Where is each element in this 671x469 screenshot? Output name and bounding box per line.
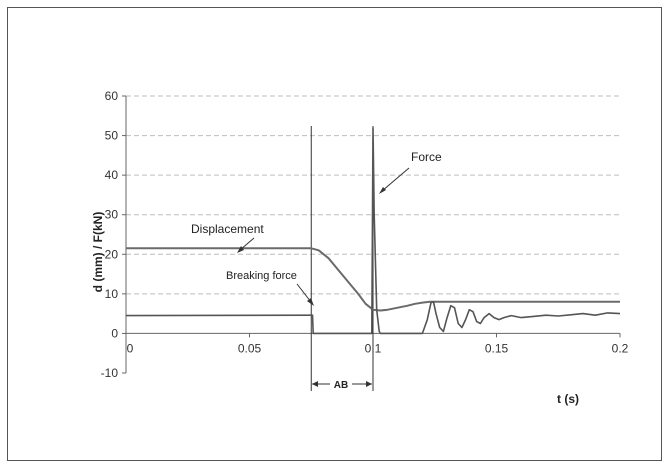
ab-right-arrowhead: [366, 381, 372, 387]
x-tick-label: 0.15: [485, 341, 509, 355]
y-tick-label: -10: [101, 366, 119, 380]
displacement-arrowhead: [237, 246, 244, 253]
force-annotation-label: Force: [411, 150, 442, 164]
ab-label-bg: [330, 378, 352, 390]
ab-span-label: AB: [334, 380, 348, 391]
y-tick-label: 20: [105, 247, 119, 261]
breaking-force-annotation-label: Breaking force: [226, 270, 297, 282]
y-tick-label: 60: [105, 89, 119, 103]
displacement-annotation-label: Displacement: [191, 222, 264, 236]
y-tick-labels: -10 0 10 20 30 40 50 60: [101, 89, 126, 380]
x-tick-label: 0: [127, 341, 134, 355]
force-annotation-arrow: [381, 167, 410, 192]
force-arrowhead: [379, 187, 386, 194]
y-axis-title: d (mm) / F(kN): [91, 212, 105, 293]
breaking-force-annotation-arrow: [296, 283, 312, 303]
y-tick-label: 10: [105, 287, 119, 301]
breaking-force-arrowhead: [307, 298, 314, 306]
series-layer: [125, 126, 621, 335]
series-line-force: [125, 126, 621, 335]
annotations: Force Displacement Breaking force AB: [191, 150, 442, 391]
x-axis-title: t (s): [557, 392, 579, 406]
x-tick-labels: 0 0.05 0.1 0.15 0.2: [125, 333, 629, 355]
x-tick-label: 0.2: [612, 341, 629, 355]
ab-left-arrowhead: [312, 381, 318, 387]
y-tick-label: 0: [111, 326, 118, 340]
y-tick-label: 30: [105, 208, 119, 222]
x-tick-label: 0.05: [238, 341, 262, 355]
chart-frame: -10 0 10 20 30 40 50 60 0 0.05 0.1 0.15 0.2 Force D…: [7, 7, 662, 461]
y-tick-label: 40: [105, 168, 119, 182]
y-tick-label: 50: [105, 129, 119, 143]
gridlines: [126, 95, 620, 295]
